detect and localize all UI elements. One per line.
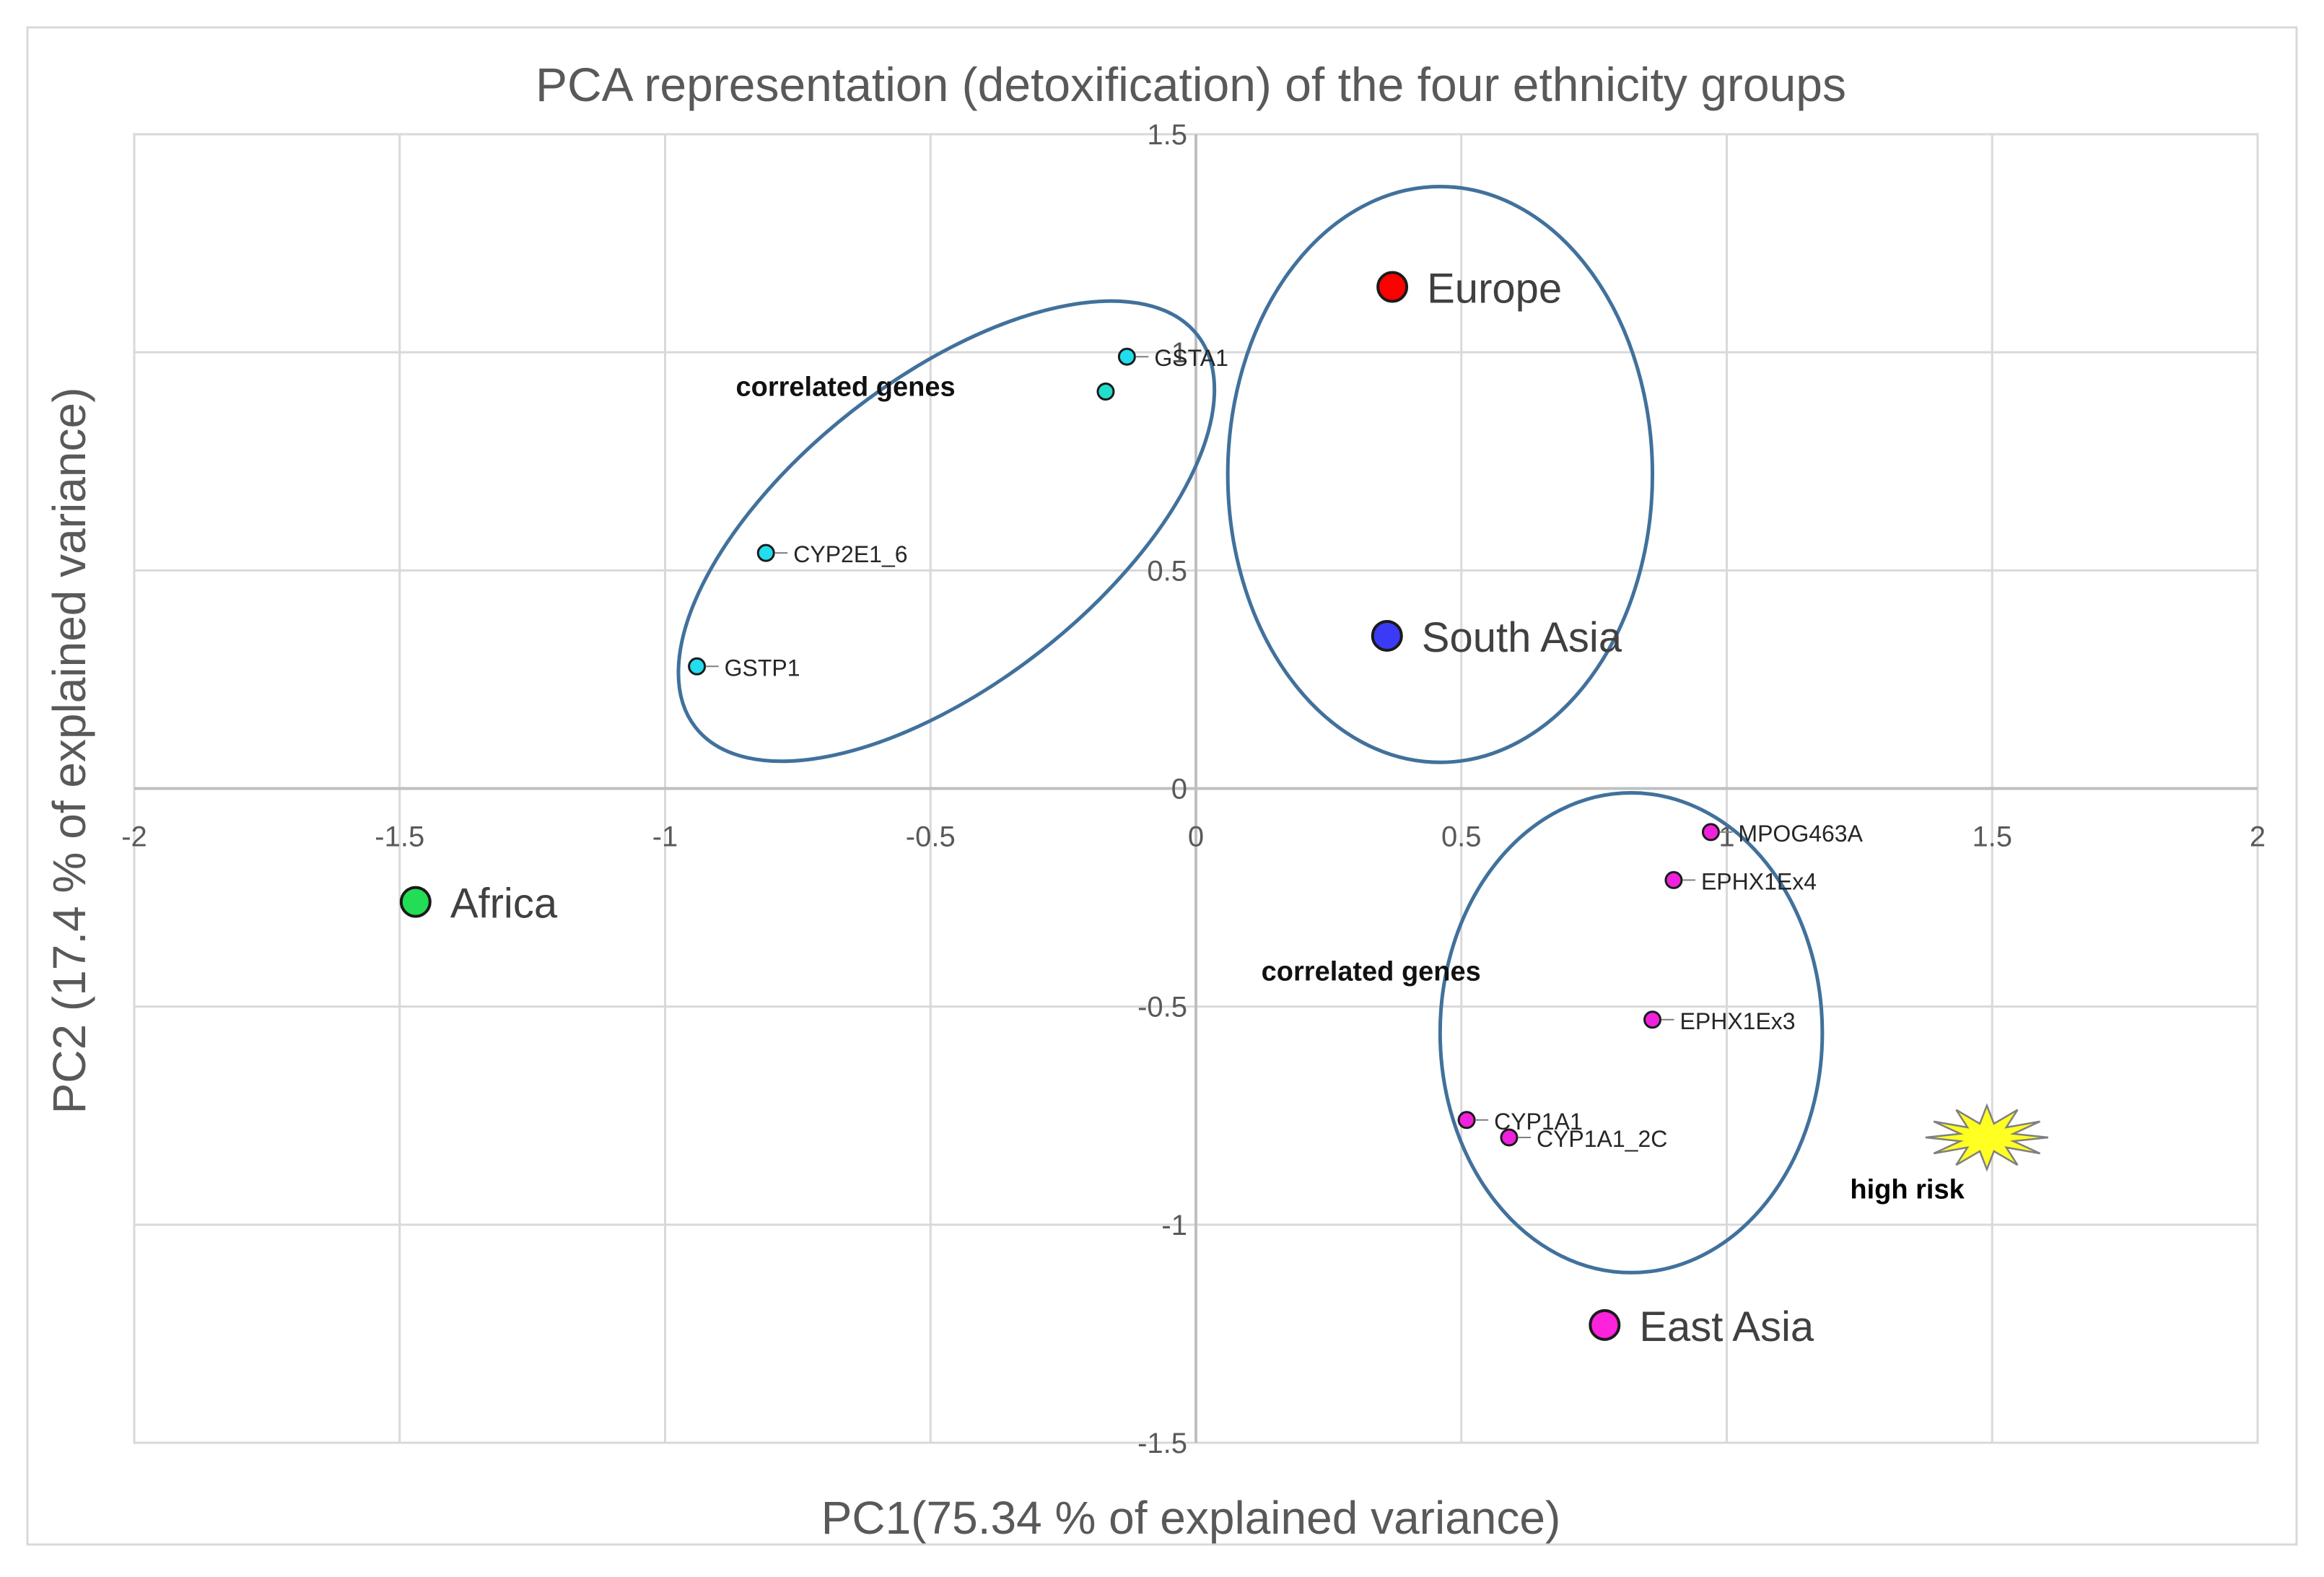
x-tick-label: -1.5 (375, 821, 424, 853)
high-risk-star-icon (1925, 1103, 2049, 1172)
group-point-south-asia (1371, 619, 1403, 652)
y-axis-label: PC2 (17.4 % of explained variance) (43, 388, 95, 1114)
group-label: South Asia (1422, 614, 1622, 661)
gene-label: MPOG463A (1738, 821, 1863, 847)
cluster-ellipse (1438, 791, 1825, 1275)
y-tick-label: -1.5 (1137, 1428, 1187, 1459)
cluster-ellipses: correlated genes correlated genes (676, 185, 1825, 1275)
x-axis-label: PC1(75.34 % of explained variance) (821, 1492, 1561, 1544)
gene-label: CYP2E1_6 (793, 541, 907, 567)
group-label: East Asia (1639, 1303, 1814, 1350)
gene-point-gstp1 (688, 657, 707, 676)
gene-label: GSTP1 (725, 655, 800, 681)
group-point-east-asia (1589, 1309, 1621, 1341)
x-tick-label: -1 (652, 821, 678, 853)
y-tick-label: -1 (1161, 1210, 1187, 1241)
x-tick-label: -0.5 (906, 821, 956, 853)
y-tick-label: 1.5 (1147, 119, 1187, 151)
gene-point-cyp2e1-6 (756, 543, 775, 562)
cluster-ellipse (1226, 185, 1655, 764)
cluster-label: correlated genes (735, 372, 955, 403)
gene-point-ephx1ex3 (1643, 1010, 1662, 1029)
group-point-europe (1376, 271, 1409, 303)
x-tick-label: 0.5 (1441, 821, 1482, 853)
group-point-africa (399, 886, 432, 918)
y-tick-label: 0 (1171, 774, 1187, 805)
group-label: Europe (1427, 266, 1562, 313)
gene-point-mpog463a (1701, 823, 1720, 842)
chart-frame (26, 26, 2298, 1546)
gene-point-ephx1ex4 (1664, 870, 1683, 889)
chart-title: PCA representation (detoxification) of t… (536, 58, 1846, 111)
gene-label: CYP1A1_2C (1537, 1126, 1667, 1152)
cluster-ellipse (676, 299, 1217, 764)
annotations: high risk (1850, 1103, 2049, 1205)
gene-points: GSTA1 CYP2E1_6 GSTP1 MPOG463A EPHX1Ex4 EPHX1E… (688, 345, 1864, 1152)
gene-label: GSTA1 (1154, 345, 1228, 371)
y-tick-label: 0.5 (1147, 555, 1187, 587)
gene-label: EPHX1Ex3 (1680, 1008, 1796, 1034)
x-tick-label: 1.5 (1972, 821, 2012, 853)
group-label: Africa (450, 881, 558, 927)
gene-point-cyp1a1-2c (1500, 1128, 1519, 1147)
gene-label: EPHX1Ex4 (1701, 868, 1817, 894)
axes: -2 -1.5 -1 -0.5 0 0.5 1 1.5 21.510.50-0.5-1-1.5 (121, 119, 2266, 1459)
gene-point-gsta1 (1117, 347, 1136, 366)
group-points: Europe South Asia Africa East Asia (399, 266, 1814, 1350)
x-tick-label: 2 (2250, 821, 2266, 853)
y-tick-label: 1 (1171, 337, 1187, 369)
high-risk-label: high risk (1850, 1175, 1965, 1205)
x-tick-label: 0 (1188, 821, 1204, 853)
x-tick-label: -2 (121, 821, 147, 853)
y-tick-label: -0.5 (1137, 992, 1187, 1023)
cluster-label: correlated genes (1262, 956, 1481, 987)
gene-point-cyp1a1 (1457, 1111, 1476, 1130)
gene-point-unlabeled (1096, 383, 1115, 401)
